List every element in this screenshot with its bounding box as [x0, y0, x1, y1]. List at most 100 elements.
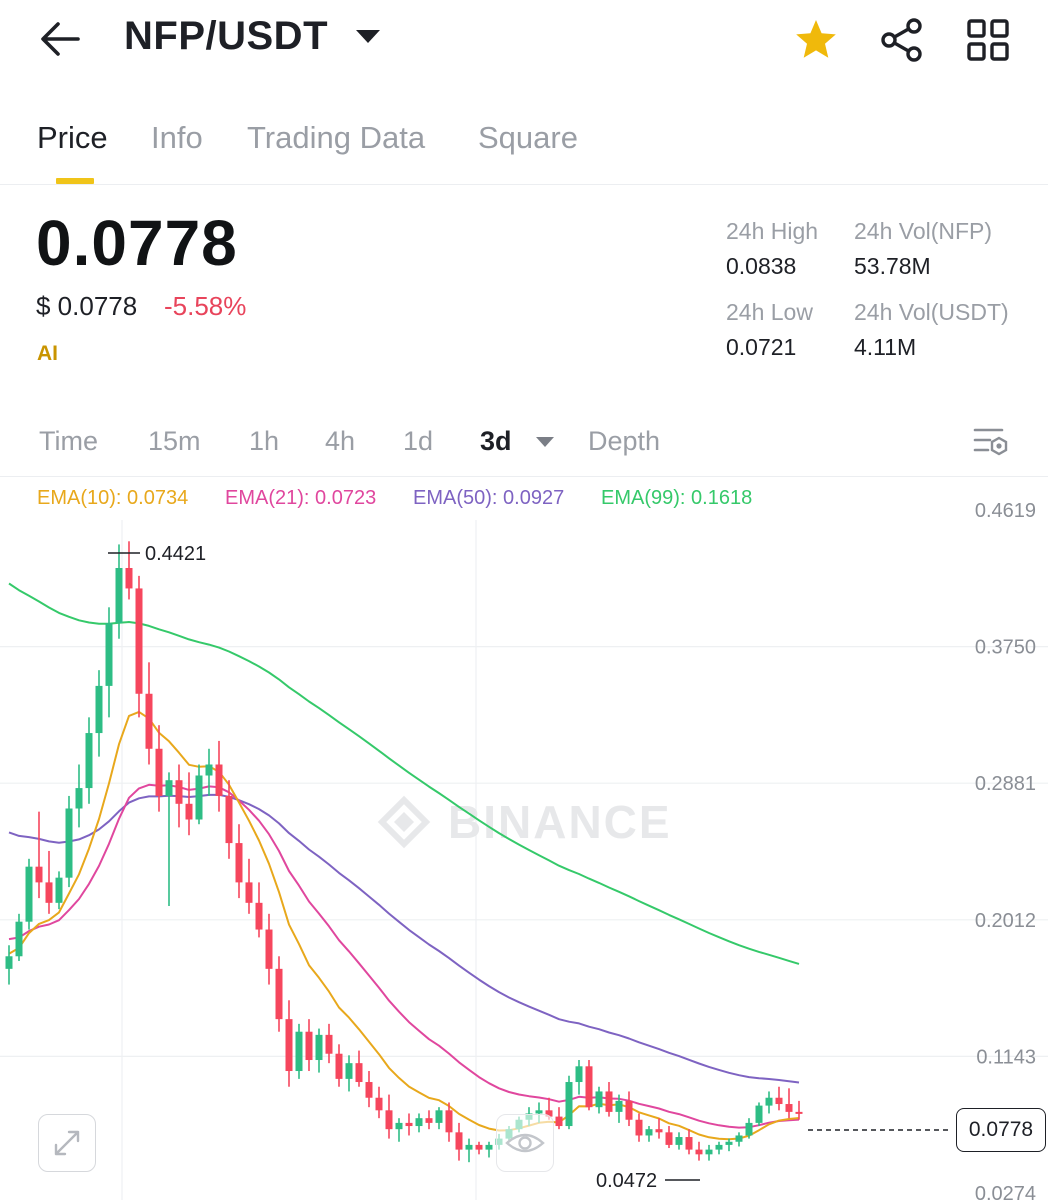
candle-body [315, 1034, 323, 1061]
candle-body [225, 795, 233, 844]
y-axis-label: 0.2012 [975, 910, 1036, 932]
active-tab-indicator [56, 178, 94, 184]
pair-title[interactable]: NFP/USDT [124, 14, 328, 58]
candle-body [595, 1091, 603, 1108]
candle-body [415, 1118, 423, 1127]
star-icon[interactable] [792, 16, 840, 64]
hide-indicators-button[interactable] [496, 1114, 554, 1172]
candle-body [785, 1104, 793, 1112]
expand-icon [54, 1130, 80, 1156]
candle-body [755, 1105, 763, 1123]
tab-info[interactable]: Info [151, 120, 203, 155]
fullscreen-button[interactable] [38, 1114, 96, 1172]
candle-body [535, 1110, 543, 1114]
tab-square[interactable]: Square [478, 120, 578, 155]
interval-time[interactable]: Time [39, 426, 98, 456]
y-axis-label: 0.0274 [975, 1183, 1036, 1200]
candle-body [285, 1019, 293, 1072]
candle-body [435, 1110, 443, 1123]
candle-body [25, 866, 33, 922]
candle-body [455, 1132, 463, 1150]
y-axis-label: 0.4619 [975, 500, 1036, 522]
candle-body [715, 1144, 723, 1150]
candle-body [685, 1137, 693, 1150]
candle-body [165, 780, 173, 796]
price-change-percent: -5.58% [164, 291, 247, 321]
candle-body [295, 1031, 303, 1072]
candle-body [155, 748, 163, 796]
candle-body [235, 843, 243, 883]
low-24h-label: 24h Low [726, 299, 813, 325]
candle-body [75, 788, 83, 809]
candle-body [125, 568, 133, 589]
candle-body [575, 1066, 583, 1083]
ai-button[interactable]: AI [37, 342, 58, 365]
high-24h-label: 24h High [726, 218, 819, 244]
candle-body [465, 1144, 473, 1150]
candle-body [775, 1097, 783, 1105]
candle-body [345, 1063, 353, 1079]
candle-body [375, 1097, 383, 1111]
candle-body [675, 1137, 683, 1145]
candle-body [795, 1111, 803, 1114]
interval-15m[interactable]: 15m [148, 426, 201, 456]
chart-settings-icon[interactable] [972, 424, 1012, 460]
ema50-line [8, 793, 800, 1084]
vol-base-label: 24h Vol(NFP) [854, 218, 993, 244]
candle-body [765, 1097, 773, 1106]
candle-body [45, 882, 53, 903]
pair-dropdown-icon[interactable] [356, 30, 380, 43]
arrow-left-icon[interactable] [38, 18, 84, 60]
candle-body [545, 1110, 553, 1117]
eye-icon [505, 1133, 545, 1153]
y-axis-label: 0.1143 [976, 1046, 1036, 1068]
candle-body [115, 568, 123, 624]
candle-body [395, 1122, 403, 1130]
candle-body [745, 1122, 753, 1136]
candle-body [55, 877, 63, 903]
ema99-line [8, 582, 800, 965]
vol-base-value: 53.78M [854, 253, 931, 279]
candle-body [35, 866, 43, 883]
candle-body [5, 956, 13, 969]
ema21-line [8, 783, 800, 1129]
candle-body [305, 1031, 313, 1061]
ema50-label: EMA(50): 0.0927 [413, 487, 565, 509]
vol-quote-value: 4.11M [854, 334, 917, 360]
candle-body [205, 764, 213, 776]
candle-body [195, 775, 203, 820]
share-icon[interactable] [878, 16, 926, 64]
interval-1h[interactable]: 1h [249, 426, 280, 456]
candle-body [95, 685, 103, 734]
candle-body [585, 1066, 593, 1108]
candle-body [355, 1063, 363, 1083]
high-24h-value: 0.0838 [726, 253, 797, 279]
ema10-line [8, 710, 800, 1141]
more-intervals-icon[interactable] [536, 437, 554, 447]
interval-depth[interactable]: Depth [588, 426, 661, 456]
candle-body [105, 623, 113, 686]
candle-body [275, 968, 283, 1020]
candle-body [555, 1116, 563, 1127]
tab-trading-data[interactable]: Trading Data [247, 120, 426, 155]
candle-body [335, 1053, 343, 1079]
candle-body [365, 1082, 373, 1098]
candle-body [705, 1149, 713, 1155]
tab-price[interactable]: Price [37, 120, 108, 155]
candle-body [605, 1091, 613, 1112]
interval-1d[interactable]: 1d [403, 426, 434, 456]
grid-icon[interactable] [964, 16, 1012, 64]
tabs-divider [0, 184, 1048, 185]
interval-3d[interactable]: 3d [480, 426, 512, 456]
candle-body [135, 588, 143, 694]
candle-body [405, 1122, 413, 1127]
candle-body [145, 693, 153, 749]
ema10-label: EMA(10): 0.0734 [37, 487, 189, 509]
candlestick-chart[interactable]: BINANCE 0.4619 0.3750 0.2881 0.2012 0.1143 0.… [0, 478, 1048, 1200]
candle-body [85, 733, 93, 789]
interval-4h[interactable]: 4h [325, 426, 356, 456]
candle-body [445, 1110, 453, 1133]
last-price: 0.0778 [36, 207, 238, 279]
candle-body [635, 1119, 643, 1136]
y-axis-label: 0.2881 [975, 773, 1036, 795]
